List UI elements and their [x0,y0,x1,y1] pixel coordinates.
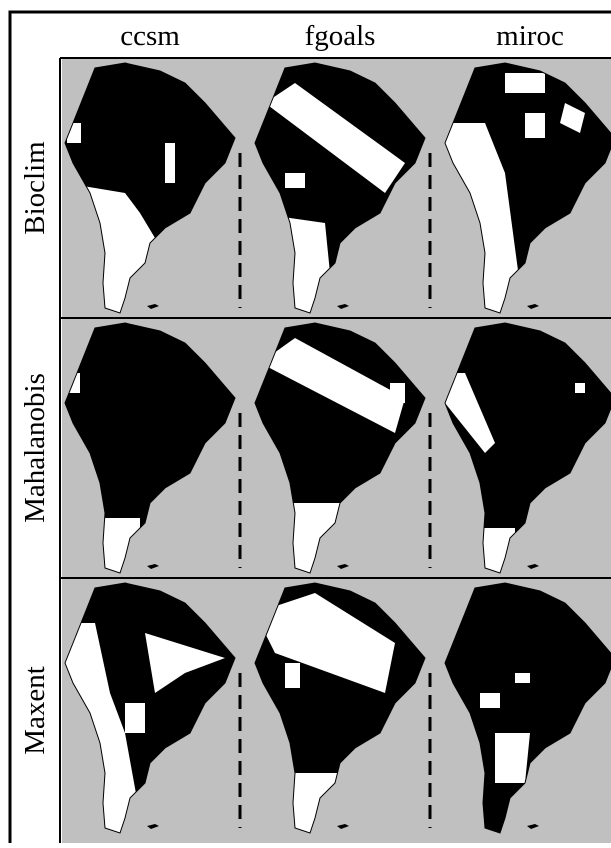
suitable-area [495,733,530,783]
row-label: Mahalanobis [19,373,51,523]
suitable-area [125,703,145,733]
column-header: miroc [496,20,564,52]
figure: Bioclim Mahalanobis Maxent ccsm fgoals miroc [0,0,611,843]
suitable-area [285,663,300,688]
suitable-area [480,693,500,708]
suitable-area [505,73,545,93]
suitable-area [165,143,175,183]
suitable-area [515,673,530,683]
suitable-area [390,383,405,403]
panel-grid [60,58,611,843]
suitable-area [575,383,585,393]
suitable-area [525,113,545,138]
row-label: Maxent [19,666,51,755]
column-header: ccsm [120,20,180,52]
row-label: Bioclim [19,141,51,235]
column-header: fgoals [305,20,376,52]
suitable-area [285,173,305,188]
